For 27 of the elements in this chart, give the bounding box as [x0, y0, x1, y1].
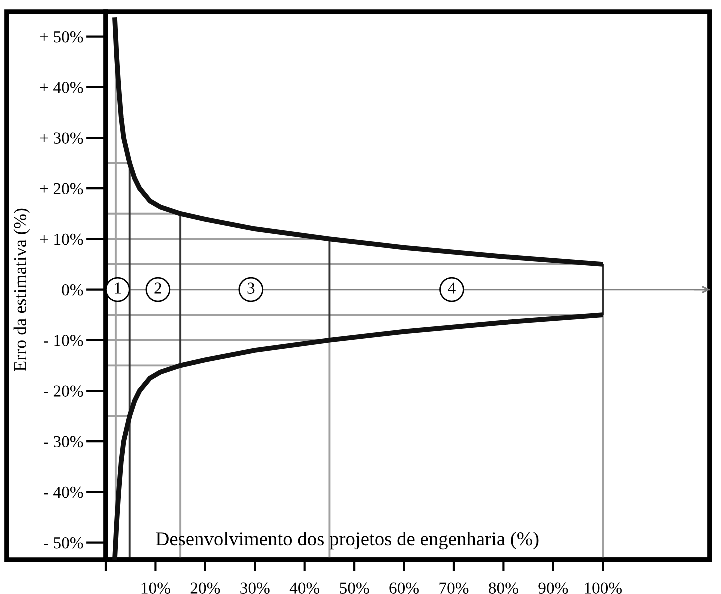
- annotation: 3: [248, 282, 255, 294]
- annotation: 1: [115, 282, 122, 294]
- x-tick-label: 20%: [190, 582, 220, 594]
- x-tick-label: 70%: [440, 582, 469, 594]
- x-tick-label: 100%: [585, 582, 622, 594]
- y-tick-label: + 20%: [40, 183, 84, 195]
- y-tick-label: - 30%: [44, 436, 84, 448]
- x-tick-label: 90%: [538, 582, 568, 594]
- y-tick-label: + 50%: [40, 31, 84, 43]
- x-axis-title: Desenvolvimento dos projetos de engenharia (%): [156, 532, 539, 550]
- x-tick-label: 80%: [489, 582, 518, 594]
- x-tick-label: 50%: [340, 582, 370, 594]
- x-tick-label: 60%: [390, 582, 419, 594]
- y-tick-label: + 30%: [40, 132, 84, 144]
- y-tick-label: + 10%: [40, 234, 84, 246]
- y-tick-label: + 40%: [40, 82, 84, 94]
- y-tick-label: - 40%: [44, 486, 84, 498]
- y-tick-label: - 20%: [44, 386, 84, 397]
- y-tick-label: - 10%: [44, 335, 84, 346]
- x-tick-label: 40%: [290, 582, 320, 594]
- y-tick-label: - 50%: [44, 537, 84, 549]
- x-tick-label: 30%: [240, 582, 270, 594]
- y-axis-title: Erro da estimativa (%): [14, 208, 30, 372]
- annotation: 2: [154, 282, 162, 294]
- y-tick-label: 0%: [62, 284, 84, 296]
- annotation: 4: [448, 282, 456, 294]
- x-tick-label: 10%: [142, 582, 170, 594]
